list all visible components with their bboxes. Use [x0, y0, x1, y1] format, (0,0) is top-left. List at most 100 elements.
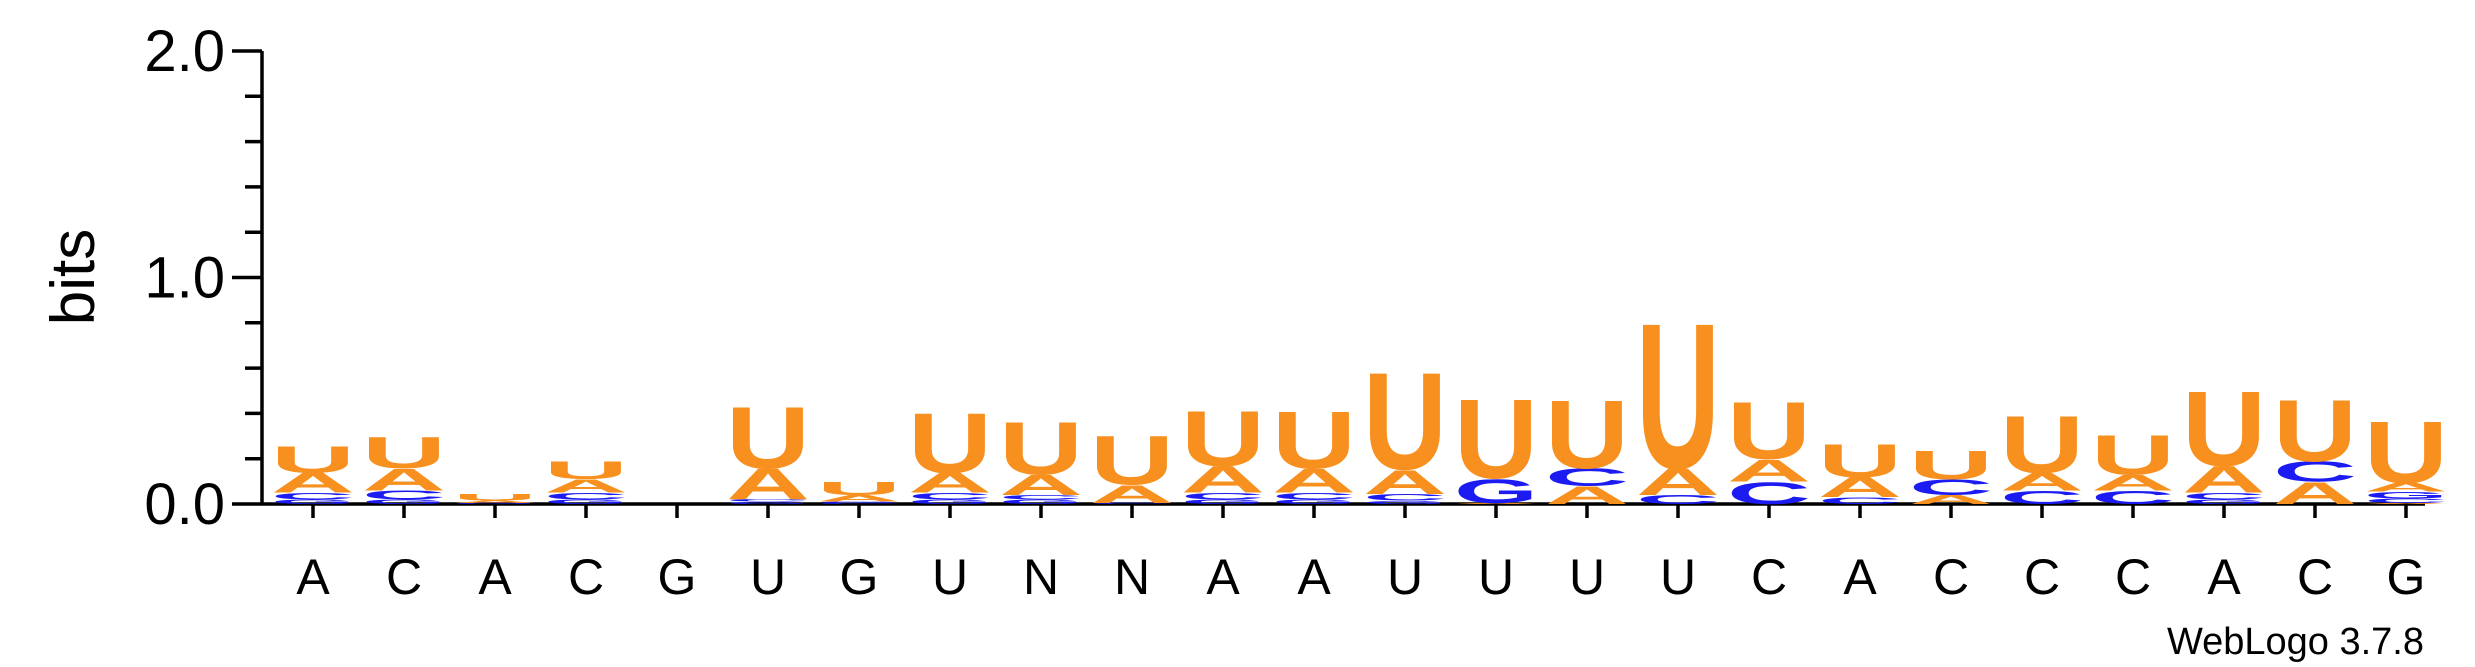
logo-letter-C: C: [1363, 492, 1447, 503]
x-tick-label: C: [386, 549, 422, 605]
logo-letter-C: C: [1909, 475, 1993, 500]
logo-letter-A: A: [453, 500, 537, 503]
logo-letter-C: C: [1727, 476, 1811, 511]
logo-letter-A: A: [2364, 480, 2448, 494]
logo-letter-U: U: [1454, 376, 1538, 502]
logo-letter-A: A: [726, 459, 810, 509]
y-tick-label: 0.0: [144, 472, 225, 537]
logo-letter-G: G: [1454, 471, 1538, 510]
logo-column: CAU: [1636, 280, 1720, 512]
logo-letter-C: C: [1545, 463, 1629, 491]
logo-letter-A: A: [1454, 503, 1538, 505]
x-tick-label: U: [1478, 549, 1514, 605]
x-tick-label: A: [1843, 549, 1877, 605]
x-tick-label: A: [2207, 549, 2241, 605]
x-tick-label: G: [2387, 549, 2426, 605]
logo-letter-C: C: [271, 491, 355, 502]
logo-letter-U: U: [1727, 385, 1811, 476]
logo-letter-A: A: [1181, 459, 1265, 501]
logo-letter-G: G: [726, 501, 810, 505]
logo-column: CAU: [1818, 434, 1902, 506]
x-tick-label: U: [750, 549, 786, 605]
x-tick-label: C: [1933, 549, 1969, 605]
x-tick-label: C: [2297, 549, 2333, 605]
logo-letter-A: A: [1727, 453, 1811, 488]
y-tick-label: 1.0: [144, 246, 225, 311]
logo-column: GAU: [453, 492, 537, 504]
logo-letter-A: A: [1636, 461, 1720, 503]
logo-letter-A: A: [271, 467, 355, 499]
logo-letter-C: C: [544, 491, 628, 502]
logo-letter-C: C: [1636, 493, 1720, 507]
logo-letter-U: U: [908, 396, 992, 491]
x-tick-label: A: [478, 549, 512, 605]
logo-letter-A: A: [908, 467, 992, 499]
logo-letter-U: U: [817, 478, 901, 499]
logo-column: ACU: [1909, 442, 1993, 506]
logo-letter-C: C: [908, 491, 992, 502]
logo-letter-U: U: [1636, 280, 1720, 512]
y-ticks: 0.0 1.0 2.0: [144, 19, 262, 537]
logo-column: AGU: [1454, 376, 1538, 510]
x-tick-label: U: [1660, 549, 1696, 605]
logo-letter-G: G: [817, 501, 901, 503]
logo-letter-U: U: [1363, 344, 1447, 499]
x-tick-label: U: [1387, 549, 1423, 605]
logo-letter-A: A: [2182, 459, 2266, 501]
logo-column: CAU: [2000, 399, 2084, 508]
x-tick-label: C: [2115, 549, 2151, 605]
logo-letter-C: C: [2364, 497, 2448, 504]
logo-letter-C: C: [2273, 456, 2357, 488]
logo-letter-C: C: [1090, 503, 1174, 505]
logo-letter-U: U: [544, 456, 628, 484]
x-tick-label: G: [840, 549, 879, 605]
logo-letter-G: G: [362, 498, 446, 505]
logo-letter-A: A: [2273, 476, 2357, 511]
logo-letter-U: U: [453, 492, 537, 503]
x-tick-label: A: [1206, 549, 1240, 605]
logo-letter-U: U: [271, 439, 355, 481]
x-tick-label: C: [1751, 549, 1787, 605]
logo-letter-U: U: [2273, 382, 2357, 480]
logo-letter-C: C: [2182, 491, 2266, 502]
x-tick-label: A: [296, 549, 330, 605]
logo-letter-U: U: [1545, 380, 1629, 489]
logo-letter-G: G: [544, 498, 628, 505]
logo-column: CAU: [1727, 385, 1811, 511]
logo-letter-A: A: [1545, 481, 1629, 509]
logo-letter-G: G: [999, 498, 1083, 505]
x-tick-label: C: [2024, 549, 2060, 605]
logo-column: CAU: [1090, 423, 1174, 509]
logo-letter-A: A: [1090, 480, 1174, 508]
x-tick-label: G: [658, 549, 697, 605]
logo-letter-U: U: [726, 388, 810, 486]
logo-letter-A: A: [1818, 471, 1902, 503]
logo-letter-C: C: [726, 499, 810, 502]
logo-letter-A: A: [1272, 462, 1356, 501]
logo-letter-A: A: [817, 493, 901, 504]
logo-letter-A: A: [362, 462, 446, 497]
x-tick-label: A: [1297, 549, 1331, 605]
logo-letter-U: U: [2091, 424, 2175, 487]
y-tick-label: 2.0: [144, 19, 225, 84]
logo-letter-A: A: [2000, 468, 2084, 496]
x-tick-label: N: [1023, 549, 1059, 605]
y-axis: 0.0 1.0 2.0 bits: [39, 19, 264, 537]
logo-letter-G: G: [2364, 490, 2448, 500]
logo-column: ACU: [2273, 382, 2357, 511]
logo-letter-U: U: [1272, 395, 1356, 486]
logo-letter-C: C: [999, 494, 1083, 501]
x-tick-label: U: [932, 549, 968, 605]
logo-letter-C: C: [1181, 491, 1265, 502]
logo-letter-U: U: [1818, 434, 1902, 487]
